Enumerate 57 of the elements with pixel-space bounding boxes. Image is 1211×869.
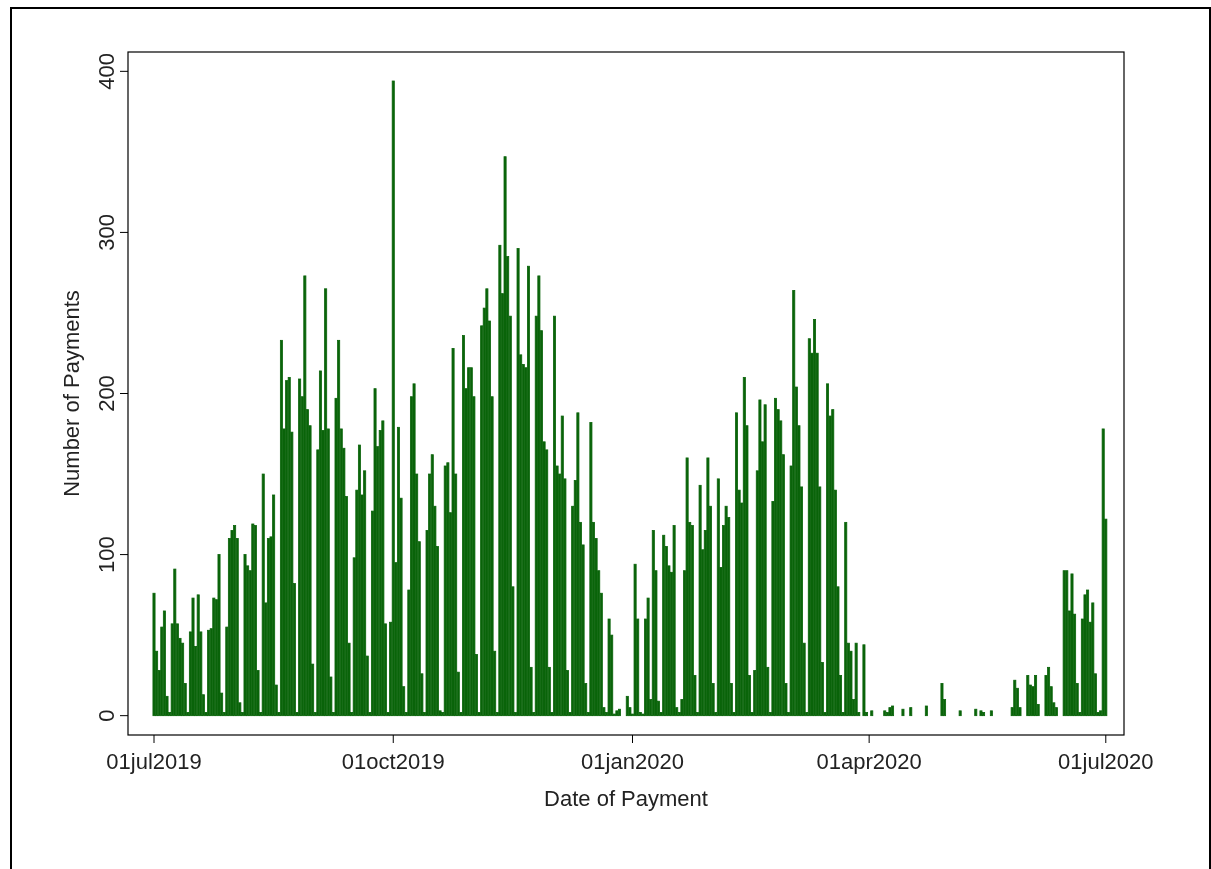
- bar: [337, 339, 341, 717]
- bar: [324, 288, 328, 717]
- bar: [870, 710, 874, 717]
- bar: [1091, 602, 1095, 717]
- bar: [233, 525, 237, 717]
- bar: [303, 275, 307, 717]
- bar: [940, 683, 944, 717]
- bar: [792, 290, 796, 717]
- bar: [901, 708, 905, 717]
- bar: [381, 420, 385, 717]
- bar: [862, 644, 866, 717]
- bar: [888, 707, 892, 717]
- y-tick-label: 0: [94, 709, 119, 722]
- x-tick-label: 01jul2019: [106, 749, 202, 774]
- bar: [412, 383, 416, 717]
- bar: [576, 412, 580, 717]
- x-tick-label: 01jan2020: [581, 749, 684, 774]
- y-tick-label: 300: [94, 214, 119, 251]
- bar: [298, 378, 302, 717]
- bar: [527, 265, 530, 717]
- bar: [1013, 679, 1017, 717]
- bar: [363, 470, 367, 717]
- bar: [1026, 675, 1030, 717]
- bar: [272, 494, 276, 717]
- bar: [1101, 428, 1105, 717]
- bar: [979, 710, 983, 717]
- x-axis-title: Date of Payment: [544, 786, 708, 811]
- bar: [685, 457, 689, 717]
- bar: [646, 597, 650, 717]
- bar: [924, 705, 928, 717]
- y-axis-title: Number of Payments: [59, 290, 84, 497]
- bar: [152, 592, 156, 717]
- bar: [974, 708, 978, 717]
- bar: [690, 525, 694, 717]
- bar: [618, 708, 621, 717]
- bar: [891, 705, 895, 717]
- bar: [844, 521, 848, 717]
- bar: [162, 610, 166, 717]
- bar: [831, 409, 835, 717]
- bar: [173, 568, 177, 717]
- bar: [989, 710, 993, 717]
- bar: [662, 534, 666, 717]
- y-tick-label: 400: [94, 52, 119, 90]
- bar: [1062, 570, 1066, 717]
- bar: [958, 710, 962, 717]
- bar: [982, 712, 986, 717]
- x-tick-label: 01apr2020: [816, 749, 922, 774]
- y-tick-label: 100: [94, 536, 119, 573]
- bar: [1034, 675, 1038, 717]
- bar: [706, 457, 710, 717]
- bar: [909, 707, 913, 717]
- bar: [391, 80, 395, 717]
- bar: [373, 388, 377, 717]
- x-tick-label: 01jul2020: [1058, 749, 1154, 774]
- y-tick-label: 200: [94, 375, 119, 412]
- x-tick-label: 01oct2019: [341, 749, 445, 774]
- bar: [589, 422, 593, 717]
